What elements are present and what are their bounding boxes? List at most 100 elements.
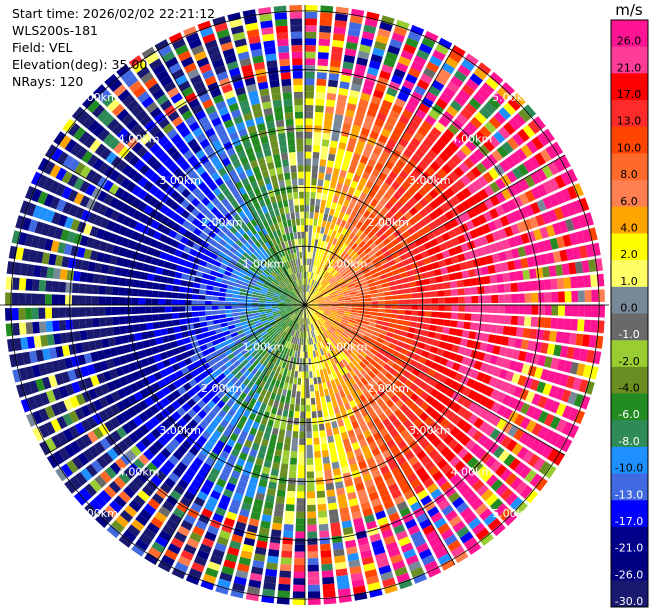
ppi-gate — [287, 311, 294, 316]
ppi-gate — [429, 210, 439, 221]
ppi-gate — [566, 168, 578, 183]
ppi-gate — [297, 337, 300, 345]
ppi-gate — [180, 366, 190, 375]
ppi-gate — [358, 206, 366, 215]
ppi-gate — [461, 422, 473, 434]
ppi-gate — [531, 305, 539, 315]
ppi-gate — [190, 502, 203, 513]
ppi-gate — [270, 468, 279, 477]
ppi-gate — [345, 278, 353, 284]
ppi-gate — [357, 354, 365, 361]
ppi-gate — [414, 407, 424, 417]
ppi-gate — [453, 460, 466, 472]
ppi-gate — [210, 490, 221, 500]
ppi-gate — [277, 590, 290, 598]
ppi-gate — [328, 236, 335, 244]
ppi-gate — [201, 462, 212, 473]
ppi-gate — [218, 314, 226, 319]
ppi-gate — [169, 513, 182, 525]
ppi-gate — [363, 291, 371, 295]
ppi-gate — [445, 422, 456, 433]
ppi-gate — [438, 116, 450, 128]
ppi-gate — [297, 310, 302, 317]
ppi-gate — [388, 259, 396, 267]
ppi-gate — [292, 591, 305, 599]
ppi-gate — [303, 311, 305, 319]
ppi-gate — [450, 545, 465, 558]
ppi-gate — [396, 455, 407, 466]
ppi-gate — [295, 309, 301, 315]
ppi-gate — [328, 336, 335, 343]
ppi-gate — [364, 114, 375, 124]
ppi-gate — [100, 383, 111, 395]
ppi-gate — [280, 331, 286, 338]
ppi-gate — [372, 47, 385, 57]
ppi-gate — [340, 251, 347, 258]
ppi-gate — [35, 250, 44, 264]
ppi-gate — [306, 311, 310, 318]
ppi-gate — [316, 283, 322, 290]
ppi-gate — [364, 247, 372, 255]
ppi-gate — [458, 162, 470, 174]
ppi-gate — [391, 300, 399, 305]
ppi-gate — [149, 404, 160, 415]
ppi-gate — [120, 203, 131, 215]
ppi-gate — [212, 377, 221, 386]
ppi-gate — [338, 453, 347, 462]
ppi-gate — [272, 461, 280, 470]
ppi-gate — [192, 404, 202, 414]
ppi-gate — [512, 92, 526, 107]
ppi-gate — [375, 510, 387, 520]
ppi-gate — [446, 410, 457, 421]
ppi-gate — [388, 170, 398, 181]
ppi-gate — [465, 140, 477, 152]
ppi-gate — [405, 554, 419, 566]
ppi-gate — [321, 290, 328, 295]
ppi-gate — [483, 211, 493, 222]
ppi-gate — [172, 507, 185, 519]
ppi-gate — [151, 541, 165, 554]
ppi-gate — [335, 203, 343, 212]
ppi-gate — [247, 389, 255, 398]
ppi-gate — [294, 296, 300, 301]
ppi-gate — [451, 362, 461, 372]
ppi-gate — [306, 404, 311, 412]
ppi-gate — [485, 411, 496, 423]
ppi-gate — [191, 104, 204, 115]
ppi-gate — [507, 237, 517, 248]
ppi-gate — [457, 447, 469, 459]
ppi-gate — [214, 343, 222, 351]
ppi-gate — [354, 523, 366, 533]
ppi-gate — [450, 380, 460, 391]
ppi-gate — [243, 495, 254, 505]
ppi-gate — [266, 447, 275, 455]
ppi-gate — [327, 328, 334, 335]
ppi-gate — [266, 293, 274, 297]
ppi-gate — [114, 336, 123, 346]
ppi-gate — [330, 310, 338, 314]
ppi-gate — [410, 566, 425, 578]
ppi-gate — [368, 588, 383, 598]
ppi-gate — [533, 457, 546, 472]
ppi-gate — [176, 183, 186, 194]
ppi-gate — [265, 310, 273, 314]
ppi-gate — [240, 255, 248, 262]
ppi-gate — [381, 325, 389, 331]
ppi-gate — [327, 228, 333, 237]
ppi-gate — [64, 138, 77, 153]
ppi-gate — [116, 160, 128, 172]
ppi-gate — [305, 111, 314, 119]
ppi-gate — [222, 488, 234, 498]
ppi-gate — [325, 264, 331, 272]
ppi-gate — [550, 317, 558, 329]
ppi-gate — [61, 170, 73, 184]
ppi-gate — [339, 81, 350, 90]
ppi-gate — [273, 372, 279, 380]
ppi-gate — [40, 334, 49, 347]
ppi-gate — [342, 156, 351, 166]
ppi-gate — [419, 518, 432, 530]
ppi-gate — [191, 306, 199, 311]
ppi-gate — [238, 210, 246, 219]
ppi-gate — [427, 506, 440, 518]
ppi-gate — [470, 286, 478, 295]
